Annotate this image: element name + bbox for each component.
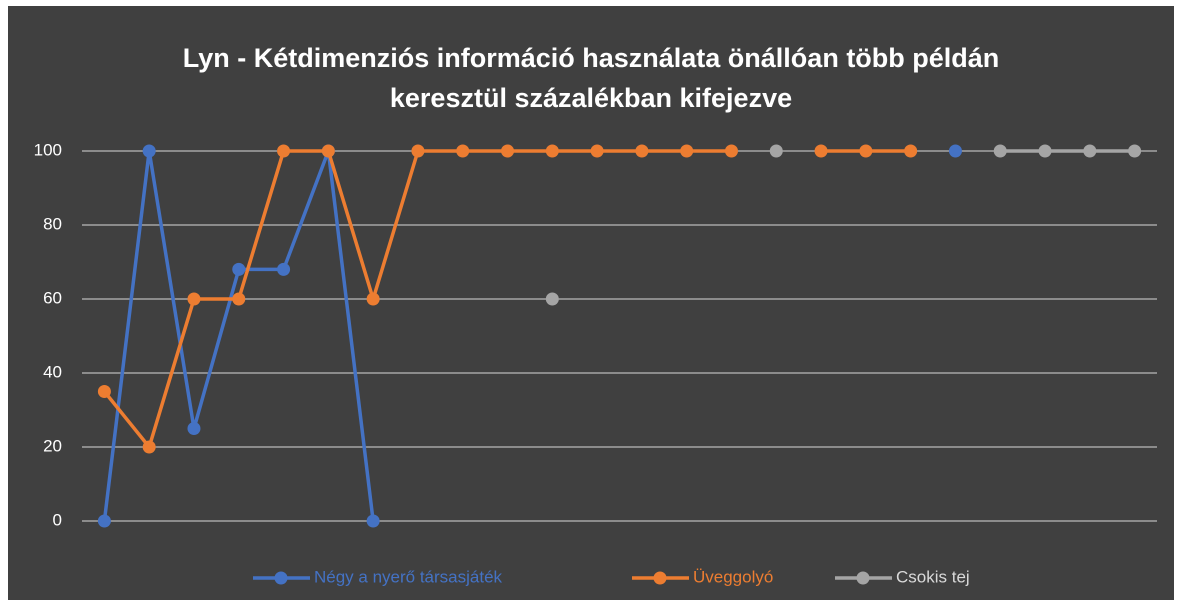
data-point bbox=[232, 292, 246, 306]
data-point bbox=[545, 292, 559, 306]
data-point bbox=[456, 144, 470, 158]
data-point bbox=[187, 292, 201, 306]
data-point bbox=[1083, 144, 1097, 158]
data-point bbox=[635, 144, 649, 158]
legend-label: Négy a nyerő társasjáték bbox=[314, 567, 503, 586]
chart-background bbox=[8, 6, 1174, 600]
data-point bbox=[904, 144, 918, 158]
data-point bbox=[142, 440, 156, 454]
data-point bbox=[97, 385, 111, 398]
data-point bbox=[545, 144, 559, 158]
data-point bbox=[277, 262, 291, 276]
legend-label: Üveggolyó bbox=[693, 567, 773, 586]
data-point bbox=[1038, 144, 1052, 158]
y-tick-label: 80 bbox=[43, 214, 62, 233]
y-tick-label: 20 bbox=[43, 436, 62, 455]
data-point bbox=[366, 292, 380, 306]
legend-marker bbox=[653, 571, 667, 585]
legend-label: Csokis tej bbox=[896, 567, 970, 586]
data-point bbox=[366, 514, 380, 528]
data-point bbox=[590, 144, 604, 158]
data-point bbox=[814, 144, 828, 158]
series-line bbox=[102, 149, 375, 522]
y-tick-label: 40 bbox=[43, 362, 62, 381]
y-tick-label: 0 bbox=[53, 510, 62, 529]
legend-marker bbox=[856, 571, 870, 585]
data-point bbox=[321, 144, 335, 158]
chart-title: Lyn - Kétdimenziós információ használata… bbox=[182, 43, 1000, 113]
data-point bbox=[501, 144, 515, 158]
data-point bbox=[232, 262, 246, 276]
data-point bbox=[993, 144, 1007, 158]
data-point bbox=[277, 144, 291, 158]
y-tick-label: 100 bbox=[34, 140, 62, 159]
data-point bbox=[948, 144, 962, 158]
data-point bbox=[859, 144, 873, 158]
data-point bbox=[769, 144, 783, 158]
y-tick-label: 60 bbox=[43, 288, 62, 307]
data-point bbox=[680, 144, 694, 158]
data-point bbox=[411, 144, 425, 158]
data-point bbox=[142, 144, 156, 158]
data-point bbox=[724, 144, 738, 158]
data-point bbox=[1128, 144, 1142, 158]
data-point bbox=[187, 422, 201, 435]
legend-marker bbox=[274, 571, 288, 585]
data-point bbox=[97, 514, 111, 528]
